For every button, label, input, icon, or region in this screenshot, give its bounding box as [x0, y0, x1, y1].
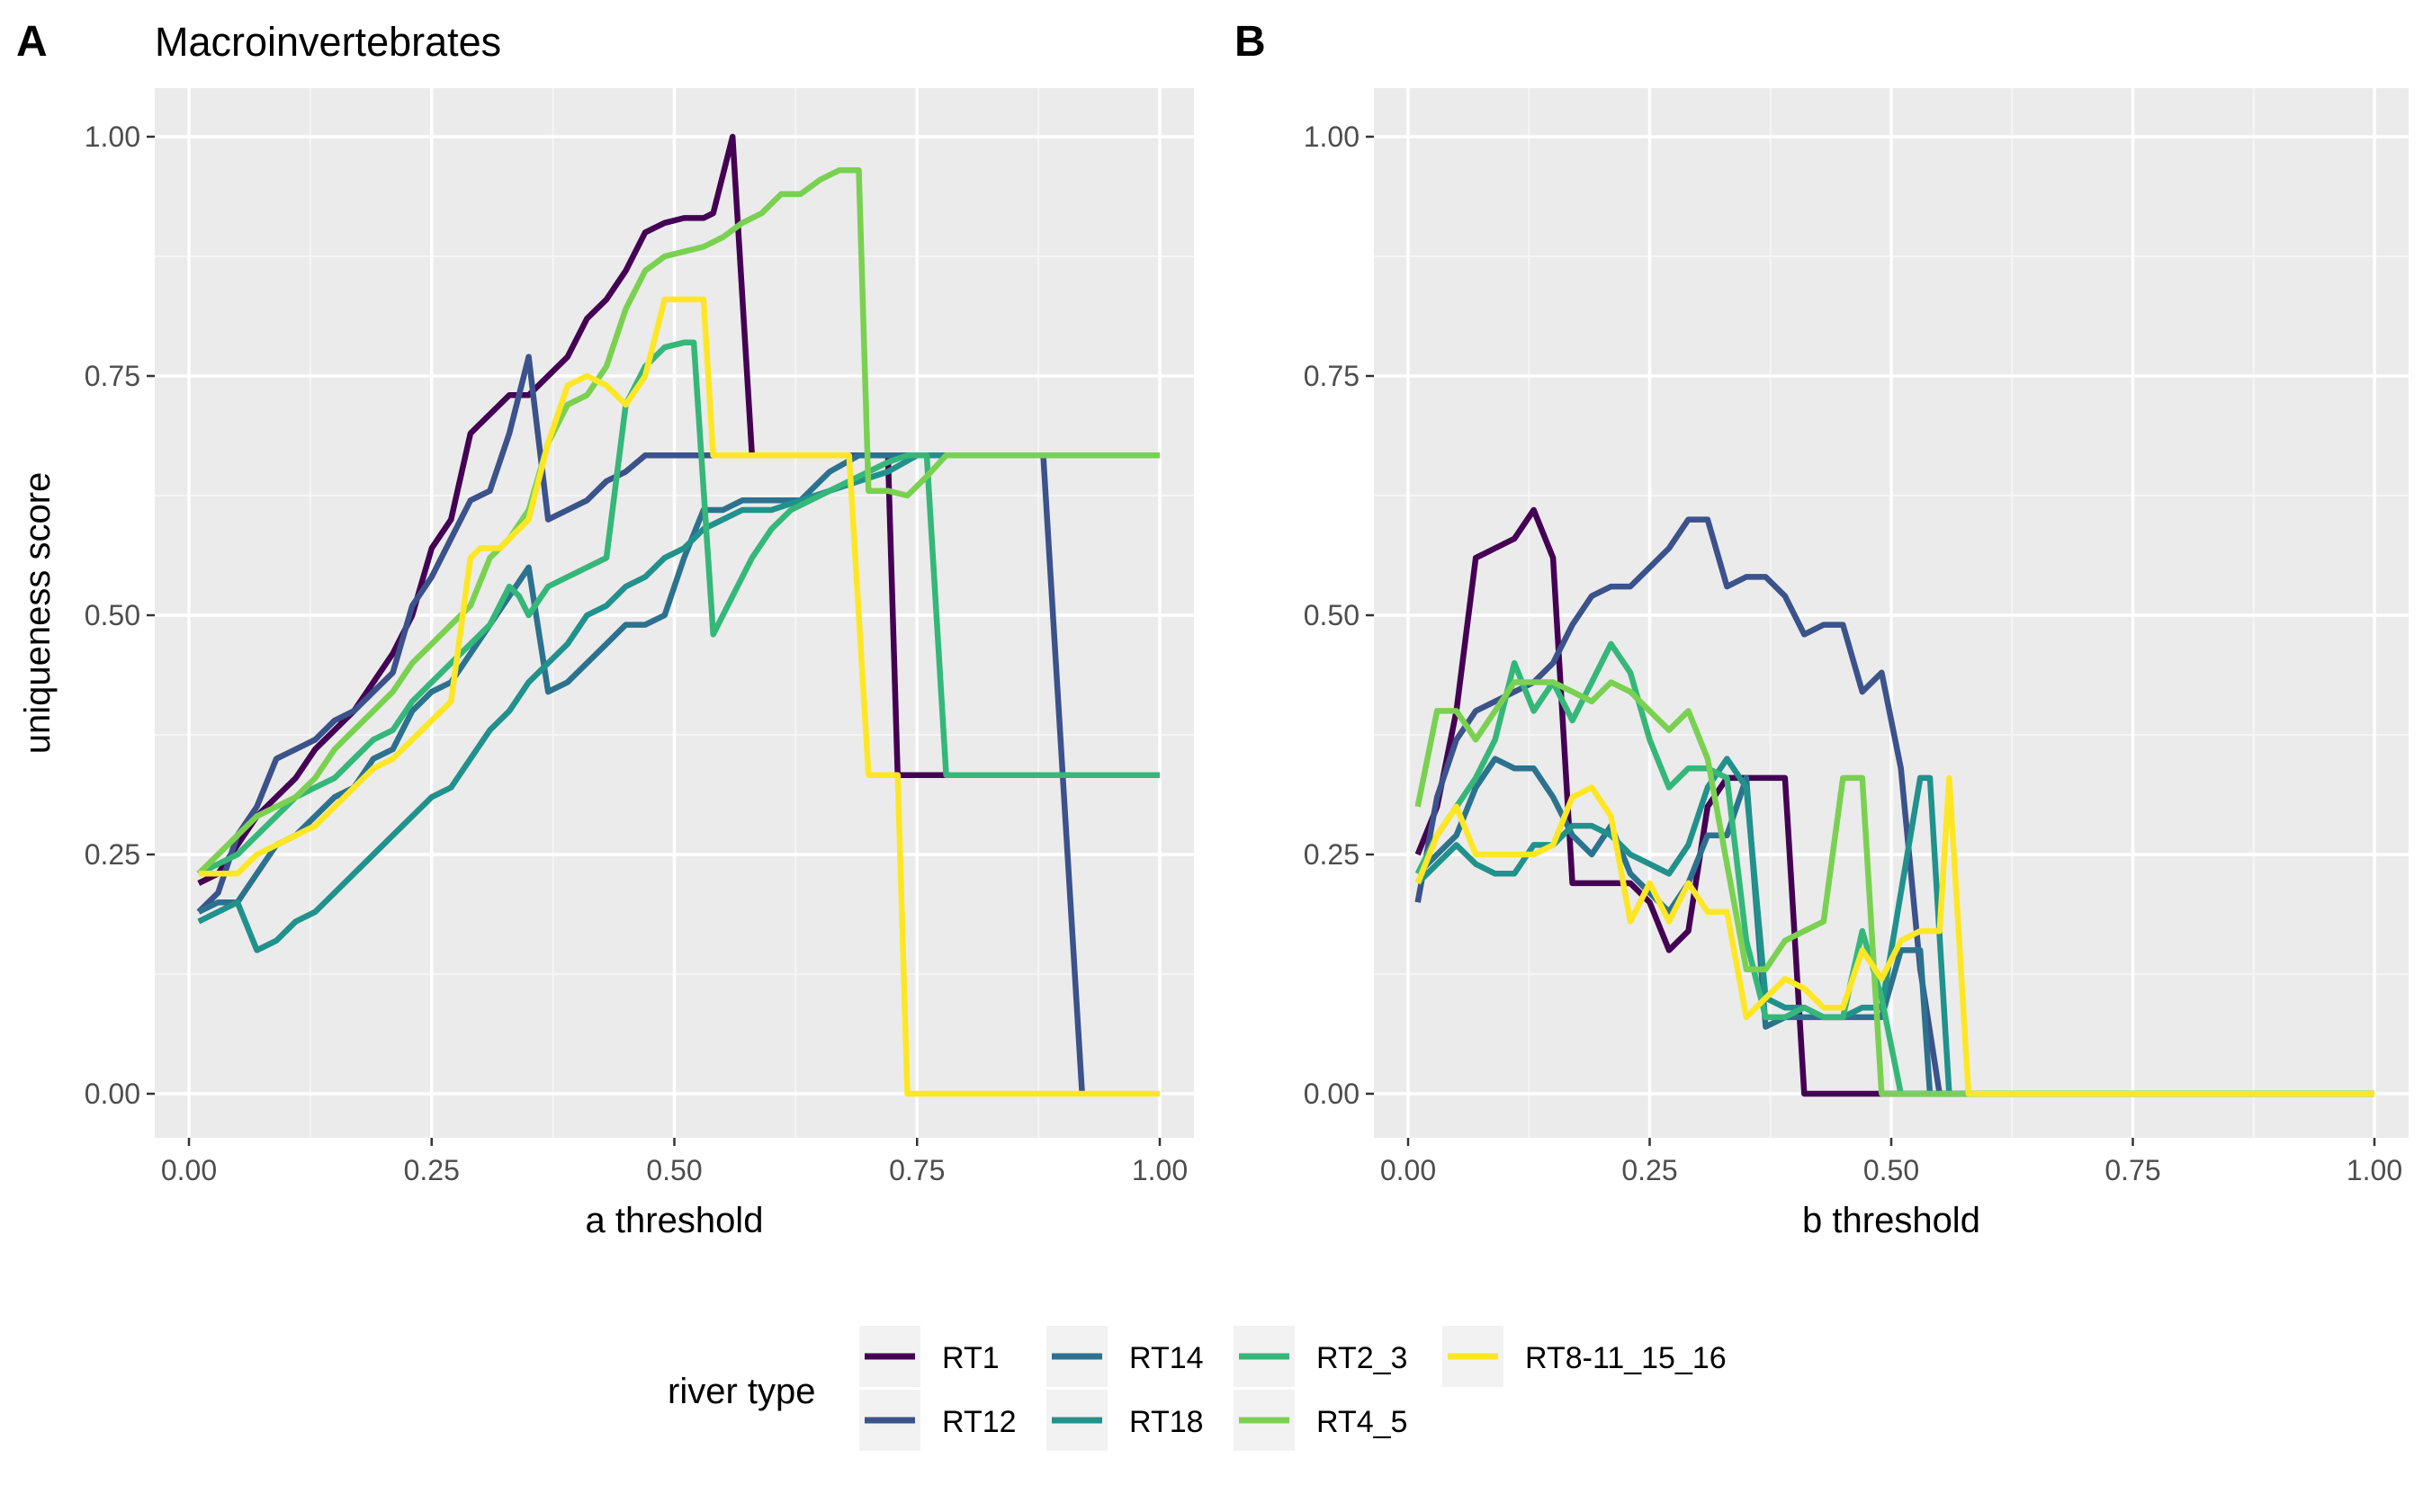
x-tick-label: 0.25 [1621, 1154, 1677, 1186]
series-lines [196, 133, 1160, 1097]
grid-lines [1374, 88, 2409, 1138]
y-axis-title: uniqueness score [18, 472, 58, 755]
series-line-rt18 [1415, 756, 2374, 1097]
y-tick-label: 0.50 [85, 599, 140, 631]
y-tick-label: 0.00 [1304, 1078, 1360, 1110]
y-tick-label: 1.00 [1304, 121, 1360, 153]
x-tick-label: 0.75 [889, 1154, 945, 1186]
panel-letter: B [1234, 18, 1266, 66]
legend-label: RT4_5 [1316, 1405, 1407, 1439]
x-axis-title: b threshold [1802, 1201, 1980, 1240]
y-tick-label: 1.00 [85, 121, 140, 153]
grid-lines [155, 88, 1194, 1138]
x-tick-label: 0.00 [1380, 1154, 1436, 1186]
y-tick-label: 0.50 [1304, 599, 1360, 631]
x-tick-label: 0.50 [1863, 1154, 1919, 1186]
legend-title: river type [668, 1372, 816, 1411]
x-tick-label: 1.00 [1132, 1154, 1188, 1186]
x-tick-label: 1.00 [2347, 1154, 2402, 1186]
x-tick-label: 0.00 [161, 1154, 217, 1186]
x-tick-label: 0.75 [2104, 1154, 2160, 1186]
legend-label: RT2_3 [1316, 1341, 1407, 1375]
y-tick-label: 0.75 [85, 360, 140, 392]
legend-label: RT8-11_15_16 [1525, 1341, 1727, 1375]
series-line-rt18 [197, 452, 1160, 953]
panel-b: 0.00 0.25 0.50 0.75 1.00 0.00 0.25 0.50 0.75 1.00… [1234, 18, 2409, 1240]
series-line-rt4_5 [196, 166, 1160, 876]
panel-a: 0.00 0.25 0.50 0.75 1.00 0.00 0.25 0.50 0.75 1.00… [16, 18, 1194, 1240]
series-line-rt2_3 [197, 339, 1160, 877]
y-tick-label: 0.25 [85, 838, 140, 871]
series-line-rt8-11_15_16 [198, 296, 1160, 1097]
plot-title: Macroinvertebrates [155, 19, 501, 65]
series-line-rt8-11_15_16 [1414, 774, 2374, 1097]
y-tick-label: 0.75 [1304, 360, 1360, 392]
series-line-rt4_5 [1414, 679, 2374, 1097]
x-axis-title: a threshold [586, 1201, 764, 1240]
legend-label: RT18 [1129, 1405, 1204, 1439]
y-tick-label: 0.00 [85, 1078, 140, 1110]
legend-label: RT1 [942, 1341, 1000, 1375]
legend-label: RT14 [1129, 1341, 1204, 1375]
legend: river type RT1 RT12 RT14 RT18 RT2_3 RT4_5 RT8-1… [668, 1326, 1727, 1451]
x-tick-label: 0.25 [404, 1154, 460, 1186]
panel-letter: A [16, 18, 48, 66]
series-lines [1414, 506, 2374, 1097]
y-tick-label: 0.25 [1304, 838, 1360, 871]
legend-label: RT12 [942, 1405, 1017, 1439]
x-tick-label: 0.50 [646, 1154, 702, 1186]
